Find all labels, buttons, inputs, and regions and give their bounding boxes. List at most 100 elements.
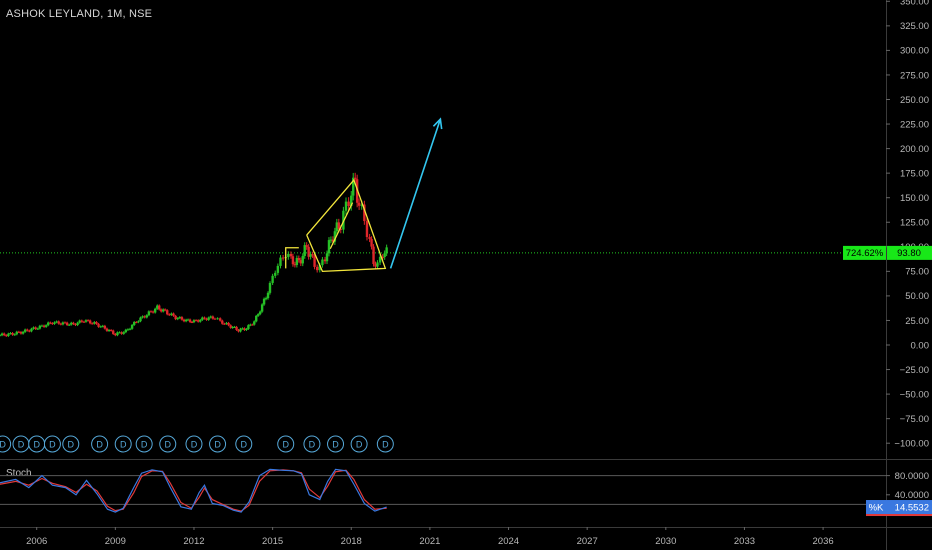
dividend-marker[interactable]	[135, 435, 153, 453]
candle	[190, 321, 194, 323]
candle	[239, 328, 242, 332]
pattern-bracket[interactable]	[285, 247, 299, 269]
pattern-triangle[interactable]	[306, 178, 387, 273]
candle	[276, 265, 280, 273]
time-tick-label: 2033	[734, 536, 755, 547]
dividend-marker[interactable]	[185, 435, 203, 453]
candle	[15, 331, 18, 335]
stoch-indicator-label[interactable]: Stoch	[6, 468, 32, 479]
price-tick-label: 250.00	[900, 95, 929, 106]
candle	[109, 330, 113, 332]
candle	[116, 332, 119, 336]
dividend-marker-label: D	[241, 439, 248, 449]
chart-title: ASHOK LEYLAND, 1M, NSE	[6, 8, 153, 20]
candle	[107, 330, 111, 332]
candle	[114, 333, 117, 336]
time-tick-label: 2030	[655, 536, 676, 547]
candle	[297, 258, 301, 261]
dividend-marker[interactable]	[62, 435, 80, 453]
dividend-marker[interactable]	[277, 435, 295, 453]
candle	[385, 247, 388, 254]
dividend-marker-label: D	[191, 439, 198, 449]
candle	[78, 320, 81, 323]
dividend-marker[interactable]	[209, 435, 227, 453]
dividend-marker[interactable]	[327, 435, 345, 453]
candle	[347, 201, 350, 207]
candle	[59, 323, 63, 325]
dividend-marker[interactable]	[303, 435, 321, 453]
candle	[101, 325, 104, 327]
candle	[258, 311, 262, 315]
candle	[49, 322, 52, 324]
dividend-marker-label: D	[33, 439, 40, 449]
stoch-pane	[0, 468, 886, 513]
candle	[72, 322, 75, 325]
price-tick-label: 225.00	[900, 119, 929, 130]
candle	[147, 311, 151, 316]
price-tick-label: 350.00	[900, 0, 929, 8]
candle	[249, 324, 252, 326]
candle	[186, 319, 190, 321]
candle	[370, 238, 373, 247]
dividend-marker[interactable]	[91, 435, 109, 453]
candle	[337, 222, 341, 229]
candle	[225, 322, 228, 324]
dividend-marker[interactable]	[0, 435, 12, 453]
candle	[143, 316, 146, 318]
candle	[0, 335, 2, 337]
candle	[28, 330, 31, 332]
candle	[352, 177, 355, 196]
projection-arrow[interactable]	[389, 118, 442, 269]
pct-badge	[843, 245, 886, 260]
candle	[315, 266, 319, 271]
candle	[76, 322, 79, 326]
candle	[327, 240, 331, 254]
candle	[262, 298, 266, 305]
candle	[135, 322, 138, 324]
candle	[141, 316, 144, 318]
time-tick-label: 2012	[183, 536, 204, 547]
dividend-marker[interactable]	[235, 435, 253, 453]
candle	[99, 326, 102, 328]
price-tick-label: 300.00	[900, 46, 929, 57]
dividend-marker[interactable]	[350, 435, 368, 453]
candle	[126, 329, 130, 331]
candle	[34, 327, 37, 329]
candle	[178, 317, 182, 319]
dividend-marker[interactable]	[376, 435, 394, 453]
candle	[139, 317, 142, 322]
candle	[130, 324, 134, 329]
candle	[266, 292, 270, 299]
candle	[305, 245, 308, 247]
dividend-marker-label: D	[332, 439, 339, 449]
candle	[19, 332, 23, 334]
candle	[268, 282, 272, 293]
dividend-marker[interactable]	[159, 435, 177, 453]
time-tick-label: 2027	[577, 536, 598, 547]
candle	[196, 320, 200, 322]
candle	[170, 313, 173, 315]
price-badge	[887, 245, 932, 260]
pattern-inner-line[interactable]	[329, 202, 354, 250]
candle	[303, 245, 306, 256]
candle	[137, 321, 140, 323]
candle	[95, 322, 98, 324]
candle	[344, 201, 348, 211]
candle	[63, 322, 67, 324]
candle	[350, 195, 353, 207]
candle	[47, 322, 50, 326]
candle	[7, 333, 10, 336]
candle	[5, 335, 8, 337]
candle	[192, 320, 196, 323]
price-tick-label: 150.00	[900, 193, 929, 204]
time-tick-label: 2006	[26, 536, 47, 547]
time-axis: 2006 2009 2012 2015 2018 2021 2024 2027 2030 2033…	[26, 527, 834, 547]
dividend-marker[interactable]	[43, 435, 61, 453]
candle	[149, 311, 153, 313]
candle	[229, 325, 232, 328]
dividend-marker[interactable]	[114, 435, 132, 453]
candle	[103, 325, 107, 329]
candle	[255, 315, 258, 322]
